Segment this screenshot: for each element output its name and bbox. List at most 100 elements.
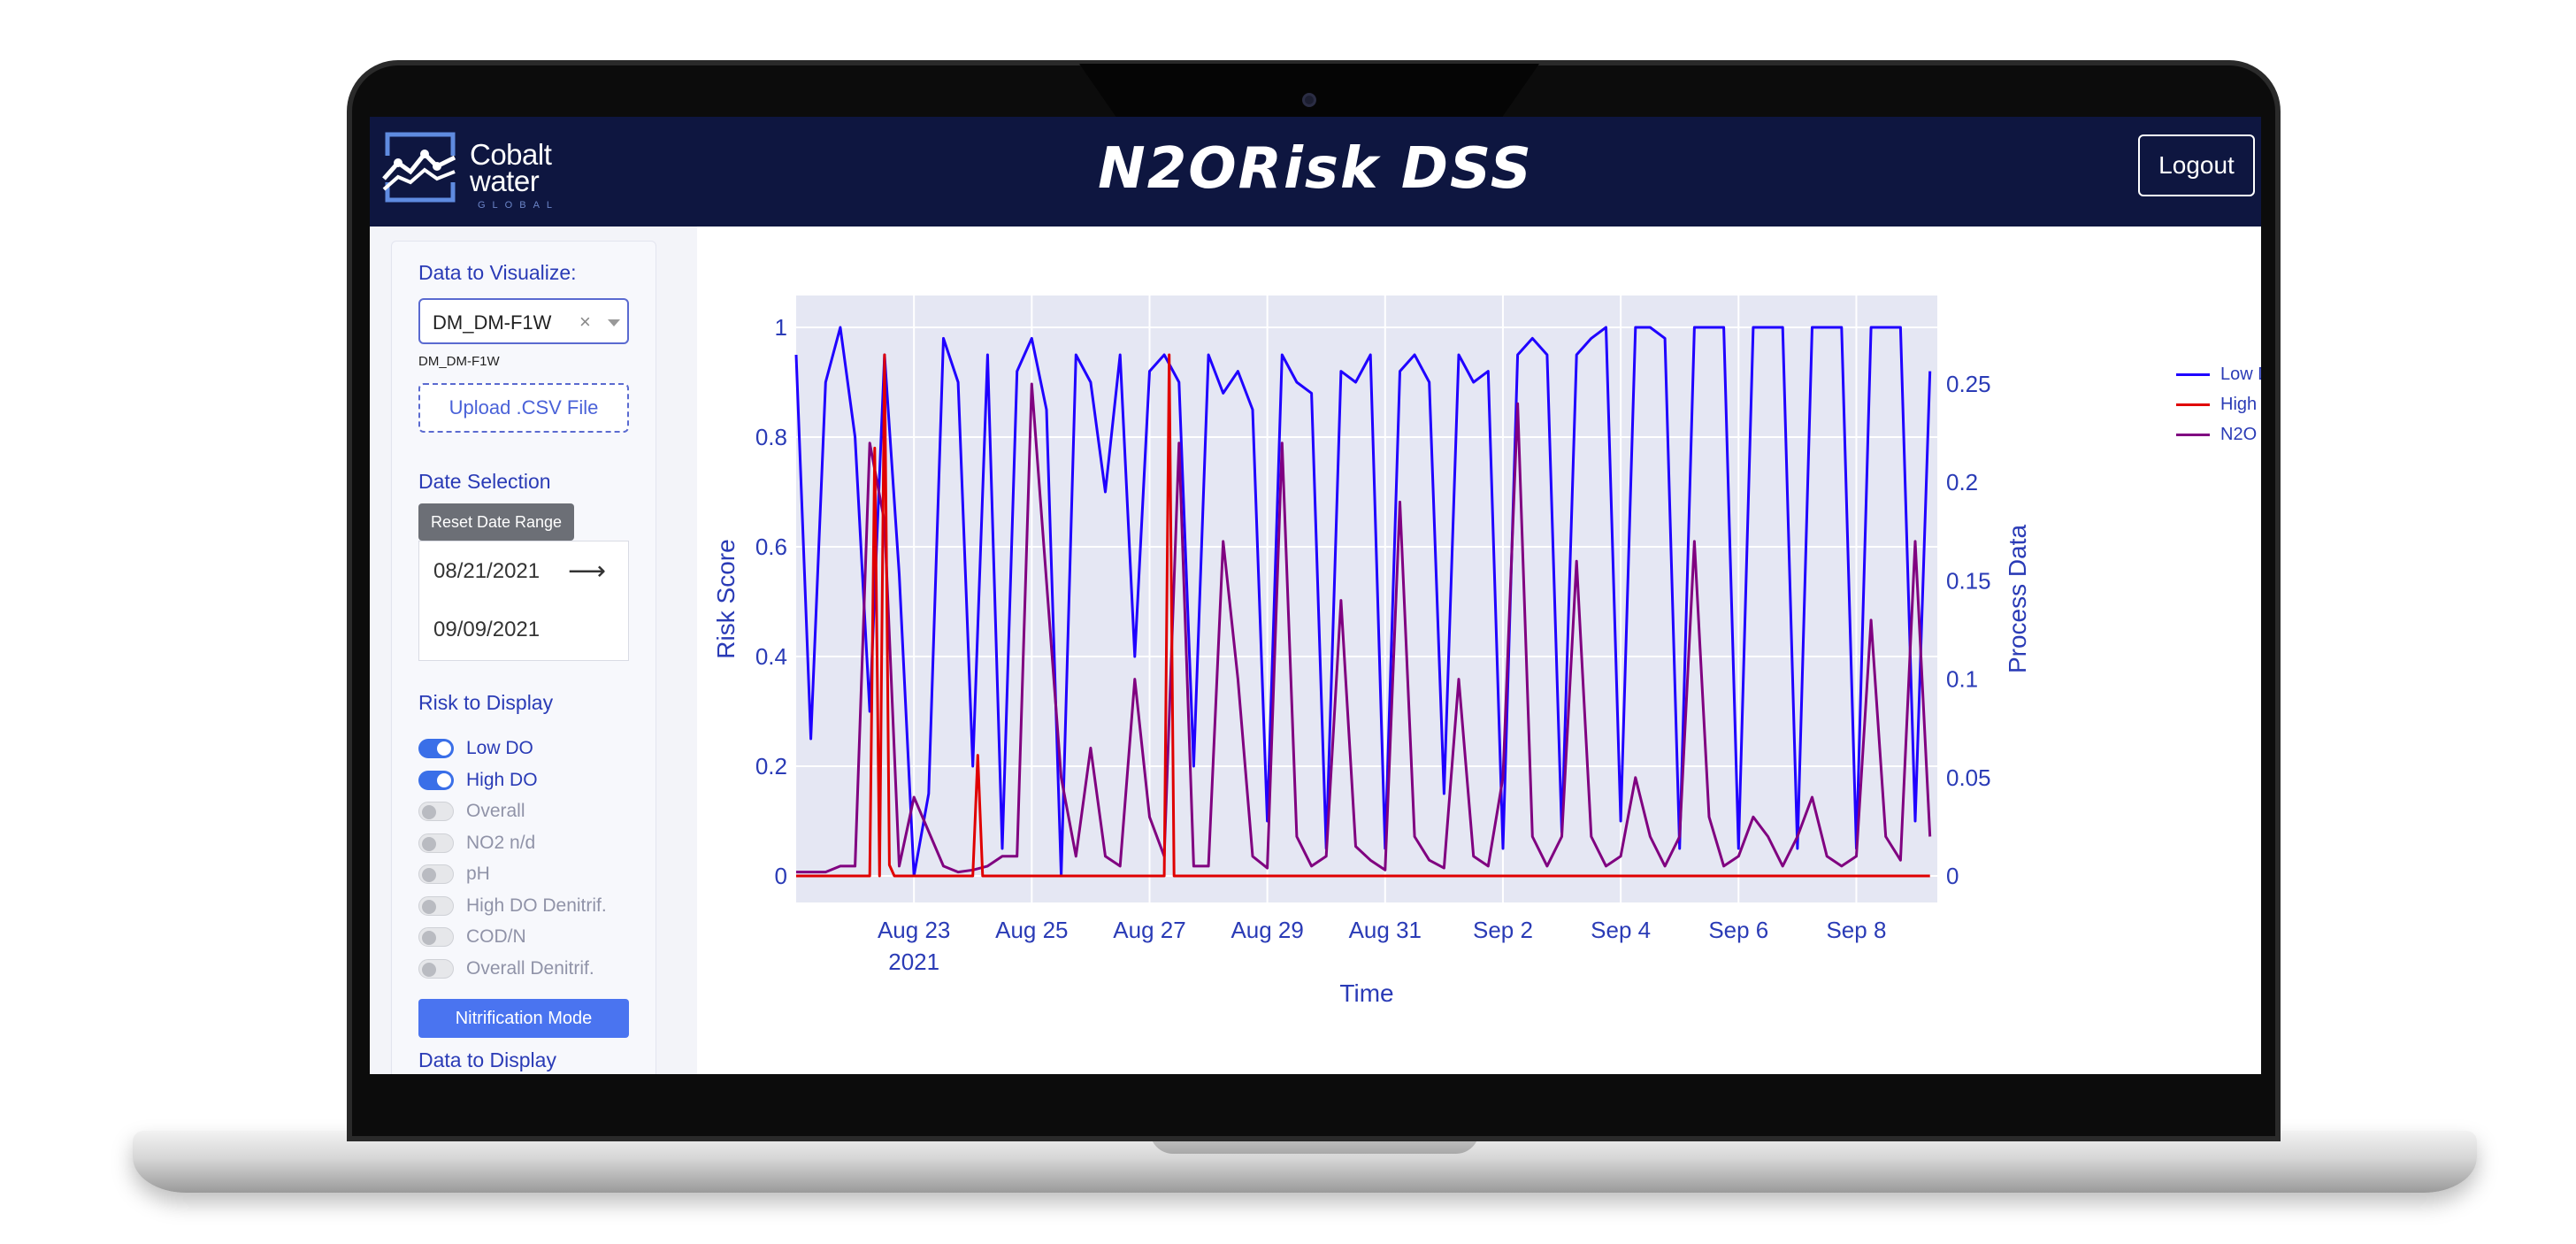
series-line-0 bbox=[794, 326, 1932, 878]
toggle-knob bbox=[422, 868, 436, 882]
legend-item[interactable]: N2O meas. (mg/L) bbox=[2176, 419, 2261, 449]
toggle-label: Overall Denitrif. bbox=[466, 957, 594, 979]
date-selection-label: Date Selection bbox=[418, 470, 551, 493]
toggle-knob bbox=[437, 772, 451, 787]
toggle-label: High DO bbox=[466, 769, 538, 790]
chart-panel: Aug 23 2021 Aug 25 Aug 27 Aug 29 Aug 31 Sep 2 S… bbox=[697, 227, 2261, 1074]
toggle-switch[interactable] bbox=[418, 739, 454, 758]
risk-toggle-row[interactable]: High DO Denitrif. bbox=[418, 893, 607, 919]
logo-line1: Cobalt bbox=[470, 138, 552, 171]
toggle-label: Overall bbox=[466, 801, 525, 821]
y-tick-label: 0.6 bbox=[755, 534, 787, 560]
date-range-picker[interactable]: 08/21/2021 ⟶ 09/09/2021 bbox=[418, 541, 629, 661]
start-date-input[interactable]: 08/21/2021 bbox=[433, 559, 540, 583]
app-screen: Cobalt water GLOBAL N2ORisk DSS Logout D… bbox=[370, 117, 2261, 1074]
risk-toggle-row[interactable]: Overall Denitrif. bbox=[418, 956, 594, 982]
cobalt-water-logo[interactable]: Cobalt water GLOBAL bbox=[379, 127, 564, 211]
risk-toggle-row[interactable]: COD/N bbox=[418, 924, 526, 950]
toggle-knob bbox=[422, 962, 436, 977]
x-tick-label: Sep 4 bbox=[1591, 917, 1651, 943]
y-tick-label: 1 bbox=[775, 314, 787, 341]
toggle-label: NO2 n/d bbox=[466, 832, 536, 853]
y2-tick-label: 0.1 bbox=[1946, 666, 1978, 693]
camera-icon bbox=[1302, 93, 1316, 107]
end-date-input[interactable]: 09/09/2021 bbox=[433, 618, 540, 641]
toggle-label: COD/N bbox=[466, 926, 526, 947]
upload-csv-button[interactable]: Upload .CSV File bbox=[418, 383, 629, 433]
logout-button[interactable]: Logout bbox=[2138, 134, 2255, 196]
reset-date-range-button[interactable]: Reset Date Range bbox=[418, 503, 574, 541]
x-tick-label: Aug 27 bbox=[1113, 917, 1185, 943]
legend-item[interactable]: Low DO Risk bbox=[2176, 359, 2261, 389]
x-tick-label: Sep 8 bbox=[1826, 917, 1886, 943]
y2-tick-label: 0.15 bbox=[1946, 567, 1991, 594]
toggle-switch[interactable] bbox=[418, 864, 454, 884]
risk-toggle-row[interactable]: NO2 n/d bbox=[418, 830, 535, 856]
x-tick-label: Aug 29 bbox=[1230, 917, 1303, 943]
laptop-top-notch bbox=[1079, 64, 1539, 117]
chevron-down-icon[interactable] bbox=[608, 319, 620, 326]
arrow-right-icon: ⟶ bbox=[568, 557, 607, 586]
dataset-dropdown[interactable]: DM_DM-F1W × bbox=[418, 298, 629, 344]
risk-toggle-row[interactable]: Low DO bbox=[418, 735, 533, 762]
y2-axis-title: Process Data bbox=[2004, 525, 2031, 673]
x-tick-label: Sep 6 bbox=[1708, 917, 1768, 943]
x-tick-label: Aug 31 bbox=[1349, 917, 1422, 943]
toggle-switch[interactable] bbox=[418, 770, 454, 790]
risk-toggle-row[interactable]: pH bbox=[418, 861, 490, 887]
nitrification-mode-button[interactable]: Nitrification Mode bbox=[418, 999, 629, 1038]
y-tick-label: 0.2 bbox=[755, 753, 787, 779]
app-header: Cobalt water GLOBAL N2ORisk DSS Logout bbox=[370, 117, 2261, 227]
series-line-1 bbox=[796, 353, 1930, 878]
x-tick-label: Sep 2 bbox=[1473, 917, 1533, 943]
toggle-knob bbox=[422, 931, 436, 945]
toggle-switch[interactable] bbox=[418, 895, 454, 916]
toggle-label: Low DO bbox=[466, 738, 533, 758]
chart-legend[interactable]: Low DO Risk High DO Risk N2O meas. (mg/L) bbox=[2176, 359, 2261, 449]
legend-label: N2O meas. (mg/L) bbox=[2220, 424, 2261, 444]
x-tick-label: Aug 23 bbox=[878, 917, 950, 943]
toggle-knob bbox=[422, 805, 436, 819]
y-tick-label: 0.8 bbox=[755, 424, 787, 450]
risk-toggle-row[interactable]: Overall bbox=[418, 798, 525, 825]
y-tick-label: 0 bbox=[775, 863, 787, 889]
data-visualize-label: Data to Visualize: bbox=[418, 261, 577, 284]
control-sidebar: Data to Visualize: DM_DM-F1W × DM_DM-F1W… bbox=[391, 241, 656, 1074]
toggle-switch[interactable] bbox=[418, 958, 454, 979]
dataset-caption: DM_DM-F1W bbox=[418, 354, 500, 369]
logo-subtitle: GLOBAL bbox=[478, 200, 560, 211]
series-line-2 bbox=[796, 382, 1932, 874]
x-tick-label: Aug 25 bbox=[995, 917, 1068, 943]
data-display-label: Data to Display bbox=[418, 1048, 556, 1071]
logo-mark-icon bbox=[382, 132, 456, 203]
y2-tick-label: 0.2 bbox=[1946, 469, 1978, 495]
toggle-knob bbox=[422, 899, 436, 914]
toggle-knob bbox=[422, 836, 436, 851]
legend-swatch bbox=[2176, 372, 2210, 376]
toggle-label: High DO Denitrif. bbox=[466, 895, 607, 916]
risk-chart[interactable]: Aug 23 2021 Aug 25 Aug 27 Aug 29 Aug 31 Sep 2 S… bbox=[697, 227, 2261, 1074]
legend-item[interactable]: High DO Risk bbox=[2176, 389, 2261, 419]
legend-label: High DO Risk bbox=[2220, 394, 2261, 414]
legend-swatch bbox=[2176, 433, 2210, 436]
app-title: N2ORisk DSS bbox=[1098, 136, 1533, 202]
y2-tick-label: 0 bbox=[1946, 863, 1959, 889]
toggle-knob bbox=[437, 741, 451, 756]
x-tick-year-label: 2021 bbox=[888, 948, 939, 975]
risk-display-label: Risk to Display bbox=[418, 691, 554, 714]
y-axis-title: Risk Score bbox=[712, 539, 740, 658]
dropdown-selected-value: DM_DM-F1W bbox=[433, 311, 552, 334]
toggle-switch[interactable] bbox=[418, 802, 454, 821]
logo-line2: water bbox=[470, 165, 540, 197]
risk-toggle-row[interactable]: High DO bbox=[418, 767, 538, 794]
logo-text: Cobalt water bbox=[470, 138, 552, 197]
legend-label: Low DO Risk bbox=[2220, 364, 2261, 384]
toggle-switch[interactable] bbox=[418, 927, 454, 947]
legend-swatch bbox=[2176, 403, 2210, 406]
y2-tick-label: 0.25 bbox=[1946, 371, 1991, 397]
x-axis-title: Time bbox=[1339, 979, 1393, 1007]
y2-tick-label: 0.05 bbox=[1946, 764, 1991, 791]
toggle-switch[interactable] bbox=[418, 833, 454, 853]
clear-icon[interactable]: × bbox=[579, 311, 591, 333]
y-tick-label: 0.4 bbox=[755, 643, 787, 670]
